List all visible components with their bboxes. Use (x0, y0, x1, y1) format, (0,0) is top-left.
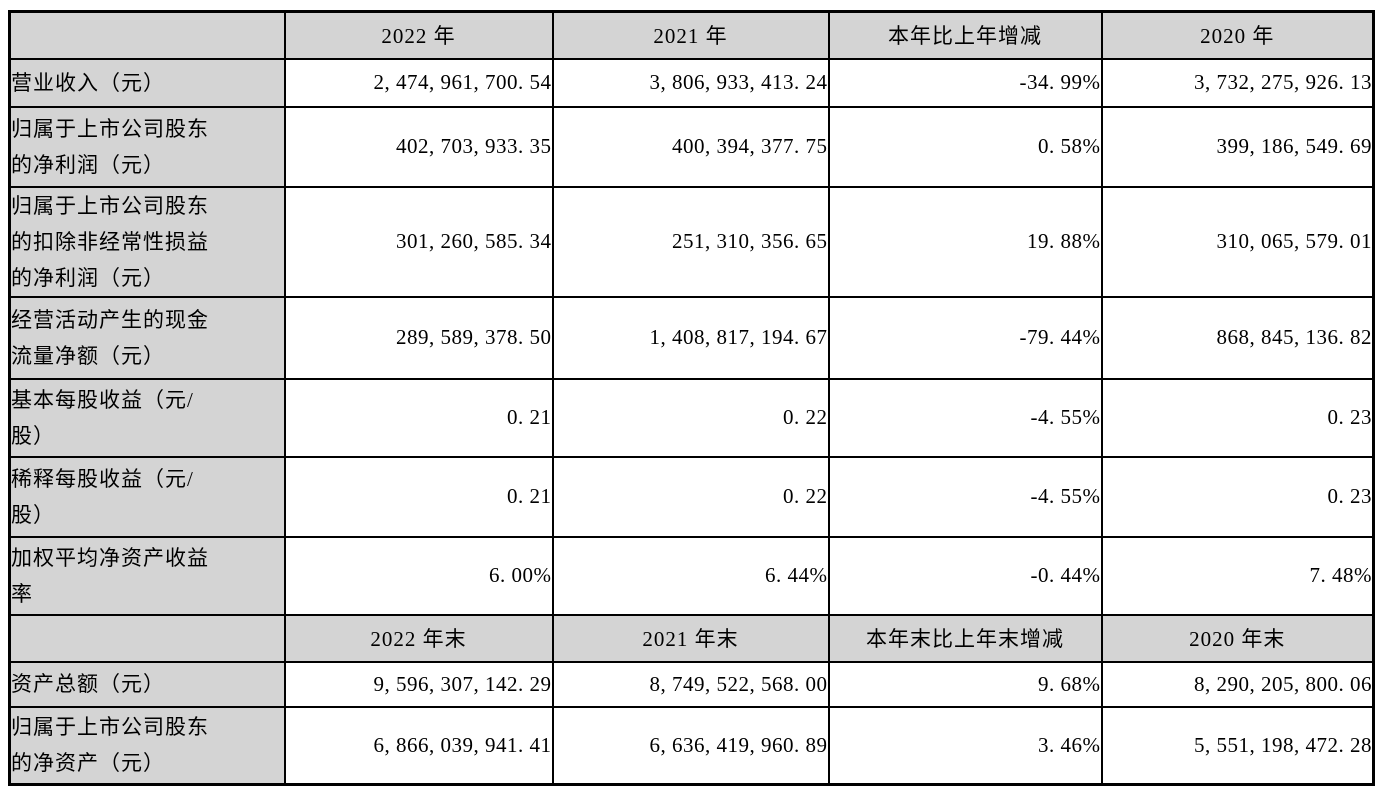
cell-net-profit-2021: 400, 394, 377. 75 (551, 105, 830, 188)
row-label-total-assets: 资产总额（元） (8, 660, 286, 708)
cell-basic-eps-2020: 0. 23 (1100, 377, 1375, 458)
cell-diluted-eps-2021: 0. 22 (551, 455, 830, 538)
cell-revenue-2020: 3, 732, 275, 926. 13 (1100, 57, 1375, 108)
cell-net-profit-deducted-2020: 310, 065, 579. 01 (1100, 185, 1375, 298)
header-2021: 2021 年 (551, 10, 830, 60)
cell-weighted-roe-2020: 7. 48% (1100, 535, 1375, 616)
header-2022: 2022 年 (283, 10, 554, 60)
cell-weighted-roe-2021: 6. 44% (551, 535, 830, 616)
row-revenue: 营业收入（元） 2, 474, 961, 700. 54 3, 806, 933… (8, 57, 1375, 108)
cell-net-profit-deducted-2021: 251, 310, 356. 65 (551, 185, 830, 298)
header-row-annual: 2022 年 2021 年 本年比上年增减 2020 年 (8, 10, 1375, 60)
header-2022-end: 2022 年末 (283, 613, 554, 663)
row-label-net-profit: 归属于上市公司股东 的净利润（元） (8, 105, 286, 188)
cell-total-assets-2022: 9, 596, 307, 142. 29 (283, 660, 554, 708)
cell-net-assets-2021: 6, 636, 419, 960. 89 (551, 705, 830, 786)
cell-net-assets-2020: 5, 551, 198, 472. 28 (1100, 705, 1375, 786)
header-blank-cell-2 (8, 613, 286, 663)
cell-total-assets-2020: 8, 290, 205, 800. 06 (1100, 660, 1375, 708)
cell-operating-cash-flow-change: -79. 44% (827, 295, 1103, 380)
row-operating-cash-flow: 经营活动产生的现金 流量净额（元） 289, 589, 378. 50 1, 4… (8, 295, 1375, 380)
row-net-profit-deducted: 归属于上市公司股东 的扣除非经常性损益 的净利润（元） 301, 260, 58… (8, 185, 1375, 298)
cell-diluted-eps-2022: 0. 21 (283, 455, 554, 538)
cell-total-assets-change: 9. 68% (827, 660, 1103, 708)
row-label-diluted-eps: 稀释每股收益（元/ 股） (8, 455, 286, 538)
cell-net-assets-2022: 6, 866, 039, 941. 41 (283, 705, 554, 786)
cell-net-profit-deducted-change: 19. 88% (827, 185, 1103, 298)
cell-operating-cash-flow-2021: 1, 408, 817, 194. 67 (551, 295, 830, 380)
cell-revenue-2022: 2, 474, 961, 700. 54 (283, 57, 554, 108)
cell-net-profit-2022: 402, 703, 933. 35 (283, 105, 554, 188)
cell-revenue-2021: 3, 806, 933, 413. 24 (551, 57, 830, 108)
cell-weighted-roe-2022: 6. 00% (283, 535, 554, 616)
row-weighted-roe: 加权平均净资产收益 率 6. 00% 6. 44% -0. 44% 7. 48% (8, 535, 1375, 616)
row-label-revenue: 营业收入（元） (8, 57, 286, 108)
header-year-end-change: 本年末比上年末增减 (827, 613, 1103, 663)
cell-diluted-eps-2020: 0. 23 (1100, 455, 1375, 538)
header-blank-cell (8, 10, 286, 60)
header-2021-end: 2021 年末 (551, 613, 830, 663)
header-row-year-end: 2022 年末 2021 年末 本年末比上年末增减 2020 年末 (8, 613, 1375, 663)
cell-net-profit-change: 0. 58% (827, 105, 1103, 188)
cell-net-profit-2020: 399, 186, 549. 69 (1100, 105, 1375, 188)
cell-net-profit-deducted-2022: 301, 260, 585. 34 (283, 185, 554, 298)
cell-basic-eps-change: -4. 55% (827, 377, 1103, 458)
cell-weighted-roe-change: -0. 44% (827, 535, 1103, 616)
row-label-net-assets: 归属于上市公司股东 的净资产（元） (8, 705, 286, 786)
cell-total-assets-2021: 8, 749, 522, 568. 00 (551, 660, 830, 708)
cell-revenue-change: -34. 99% (827, 57, 1103, 108)
header-2020-end: 2020 年末 (1100, 613, 1375, 663)
row-label-basic-eps: 基本每股收益（元/ 股） (8, 377, 286, 458)
row-label-operating-cash-flow: 经营活动产生的现金 流量净额（元） (8, 295, 286, 380)
row-diluted-eps: 稀释每股收益（元/ 股） 0. 21 0. 22 -4. 55% 0. 23 (8, 455, 1375, 538)
cell-operating-cash-flow-2020: 868, 845, 136. 82 (1100, 295, 1375, 380)
row-basic-eps: 基本每股收益（元/ 股） 0. 21 0. 22 -4. 55% 0. 23 (8, 377, 1375, 458)
cell-diluted-eps-change: -4. 55% (827, 455, 1103, 538)
row-label-net-profit-deducted: 归属于上市公司股东 的扣除非经常性损益 的净利润（元） (8, 185, 286, 298)
financial-summary-table: 2022 年 2021 年 本年比上年增减 2020 年 营业收入（元） 2, … (8, 10, 1375, 786)
cell-basic-eps-2022: 0. 21 (283, 377, 554, 458)
cell-operating-cash-flow-2022: 289, 589, 378. 50 (283, 295, 554, 380)
cell-basic-eps-2021: 0. 22 (551, 377, 830, 458)
header-2020: 2020 年 (1100, 10, 1375, 60)
row-label-weighted-roe: 加权平均净资产收益 率 (8, 535, 286, 616)
header-yoy-change: 本年比上年增减 (827, 10, 1103, 60)
row-net-profit: 归属于上市公司股东 的净利润（元） 402, 703, 933. 35 400,… (8, 105, 1375, 188)
cell-net-assets-change: 3. 46% (827, 705, 1103, 786)
row-net-assets: 归属于上市公司股东 的净资产（元） 6, 866, 039, 941. 41 6… (8, 705, 1375, 786)
row-total-assets: 资产总额（元） 9, 596, 307, 142. 29 8, 749, 522… (8, 660, 1375, 708)
